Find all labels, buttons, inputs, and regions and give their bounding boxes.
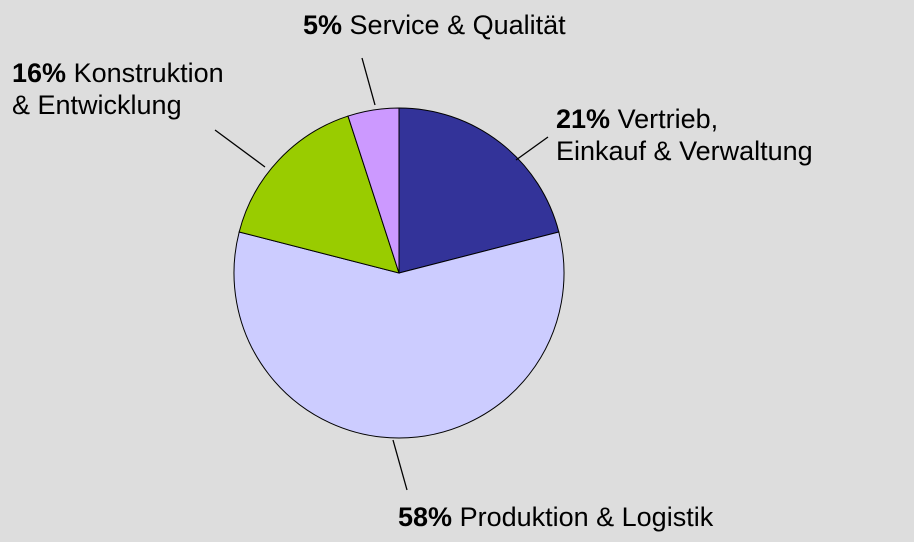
pie-slice [233, 231, 565, 439]
category-label: Konstruktion & Entwicklung [12, 58, 224, 120]
leader-line [361, 57, 376, 106]
slice-label: 5% Service & Qualität [303, 9, 566, 41]
leader-line [214, 129, 266, 168]
leader-line [392, 439, 408, 491]
value-label: 5% [303, 10, 343, 40]
pie-slice [238, 115, 400, 274]
category-label: Vertrieb, Einkauf & Verwaltung [556, 104, 813, 166]
category-label: Produktion & Logistik [459, 502, 714, 532]
value-label: 21% [556, 104, 611, 134]
leader-line [515, 136, 549, 161]
value-label: 16% [12, 58, 67, 88]
pie-slice [398, 107, 560, 274]
slice-label: 21% Vertrieb, Einkauf & Verwaltung [556, 103, 813, 167]
pie-slice [347, 107, 400, 274]
slice-label: 16% Konstruktion & Entwicklung [12, 57, 224, 121]
category-label: Service & Qualität [349, 10, 566, 40]
value-label: 58% [398, 502, 453, 532]
slice-label: 58% Produktion & Logistik [398, 501, 713, 533]
